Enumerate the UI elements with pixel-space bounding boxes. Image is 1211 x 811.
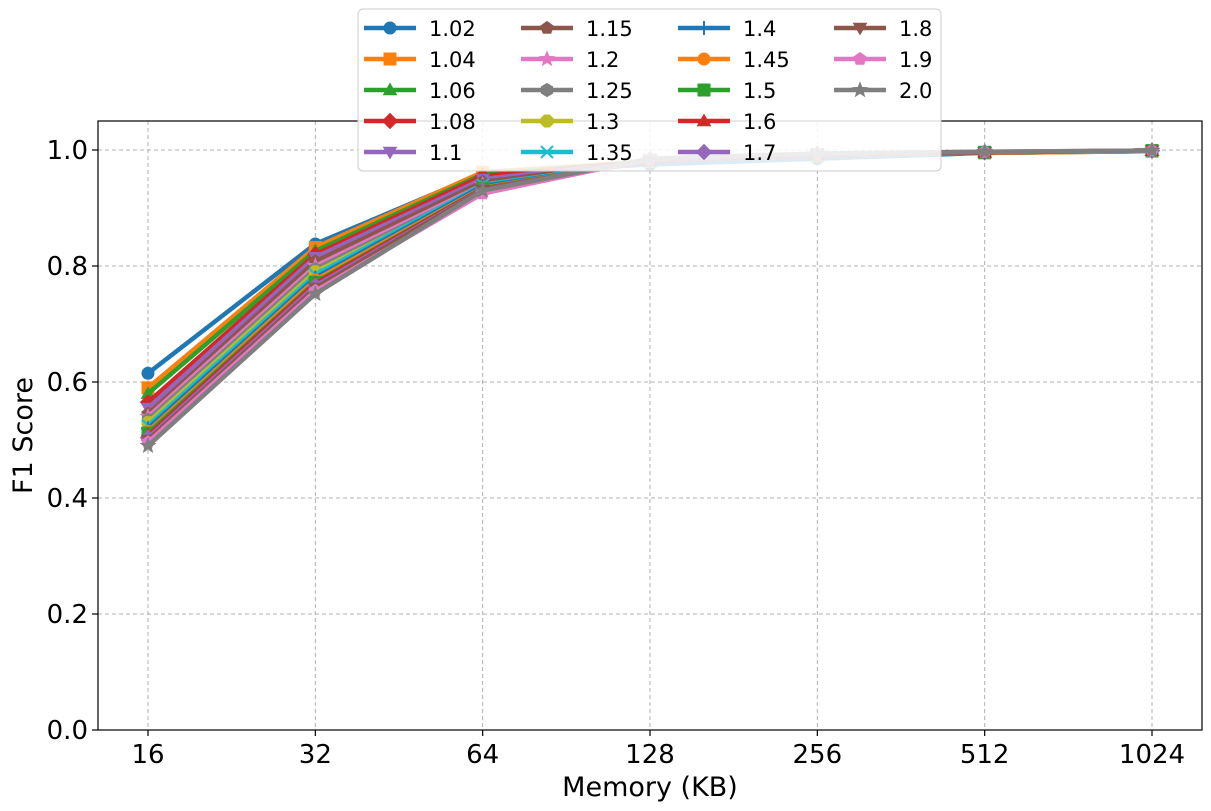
legend-label: 1.04 (429, 48, 476, 72)
x-axis-label: Memory (KB) (562, 772, 738, 803)
legend-label: 1.35 (586, 141, 633, 165)
legend-item: 1.45 (678, 48, 790, 72)
legend-label: 1.8 (899, 17, 932, 41)
legend-marker (853, 51, 867, 65)
legend-label: 2.0 (899, 79, 932, 103)
y-tick-label: 0.8 (47, 252, 88, 282)
data-point (139, 436, 157, 454)
legend-label: 1.3 (586, 110, 619, 134)
legend-label: 1.25 (586, 79, 633, 103)
legend-item: 1.5 (678, 79, 776, 103)
legend-item: 1.7 (678, 141, 776, 165)
legend-marker (697, 52, 711, 66)
legend-marker (540, 20, 554, 34)
legend-marker (695, 143, 713, 161)
legend-label: 1.6 (743, 110, 776, 134)
legend-label: 1.15 (586, 17, 633, 41)
legend-marker (382, 146, 398, 160)
y-tick-label: 1.0 (47, 136, 88, 166)
legend-label: 1.7 (743, 141, 776, 165)
x-tick-label: 128 (625, 740, 675, 770)
axes: 16 32 64 128 256 512 1024 0.0 0.2 0.4 0.6 0.8 1.0 (47, 136, 1185, 770)
data-point (474, 181, 492, 198)
data-point (306, 284, 324, 302)
legend-marker (538, 50, 556, 67)
legend-label: 1.08 (429, 110, 476, 134)
x-tick-label: 512 (960, 740, 1010, 770)
legend-marker (851, 81, 869, 98)
legend-item: 1.6 (678, 110, 776, 134)
legend-item: 1.25 (521, 79, 633, 103)
x-tick-label: 64 (466, 740, 499, 770)
legend-item: 1.4 (678, 17, 776, 41)
legend-item: 1.06 (364, 79, 476, 103)
legend-item: 1.9 (834, 48, 932, 72)
legend-marker (697, 83, 711, 97)
legend-box (357, 8, 942, 172)
legend-marker (540, 145, 554, 159)
legend-label: 1.4 (743, 17, 776, 41)
legend-item: 1.3 (521, 110, 619, 134)
data-point (1143, 141, 1161, 158)
legend-label: 1.02 (429, 17, 476, 41)
legend-label: 1.5 (743, 79, 776, 103)
legend-marker (852, 22, 868, 36)
data-point (976, 142, 994, 159)
legend-marker (383, 21, 397, 35)
legend-item: 1.35 (521, 141, 633, 165)
x-tick-label: 256 (793, 740, 843, 770)
y-tick-label: 0.0 (47, 716, 88, 746)
x-tick-label: 16 (131, 740, 164, 770)
legend-marker (697, 21, 711, 35)
y-tick-label: 0.4 (47, 484, 88, 514)
legend-marker (540, 114, 554, 128)
legend-marker (382, 82, 398, 96)
legend-label: 1.45 (743, 48, 790, 72)
legend-label: 1.1 (429, 141, 462, 165)
legend-item: 1.1 (364, 141, 462, 165)
legend-marker (383, 52, 397, 66)
y-tick-label: 0.2 (47, 600, 88, 630)
legend-label: 1.9 (899, 48, 932, 72)
legend-item: 1.02 (364, 17, 476, 41)
legend-item: 1.04 (364, 48, 476, 72)
legend-marker (381, 112, 399, 130)
legend-label: 1.06 (429, 79, 476, 103)
legend-marker (696, 113, 712, 127)
x-tick-label: 1024 (1119, 740, 1185, 770)
legend: 1.02 1.04 1.06 1.08 1.1 1.15 1.2 1.25 1.3 1.35 1.4… (357, 8, 942, 172)
legend-item: 1.15 (521, 17, 633, 41)
legend-label: 1.2 (586, 48, 619, 72)
legend-item: 1.2 (521, 48, 619, 72)
data-point (141, 366, 155, 380)
y-tick-label: 0.6 (47, 368, 88, 398)
legend-item: 1.8 (834, 17, 932, 41)
y-axis-label: F1 Score (8, 377, 39, 494)
legend-item: 2.0 (834, 79, 932, 103)
legend-marker (540, 82, 554, 98)
x-tick-label: 32 (299, 740, 332, 770)
legend-item: 1.08 (364, 110, 476, 134)
